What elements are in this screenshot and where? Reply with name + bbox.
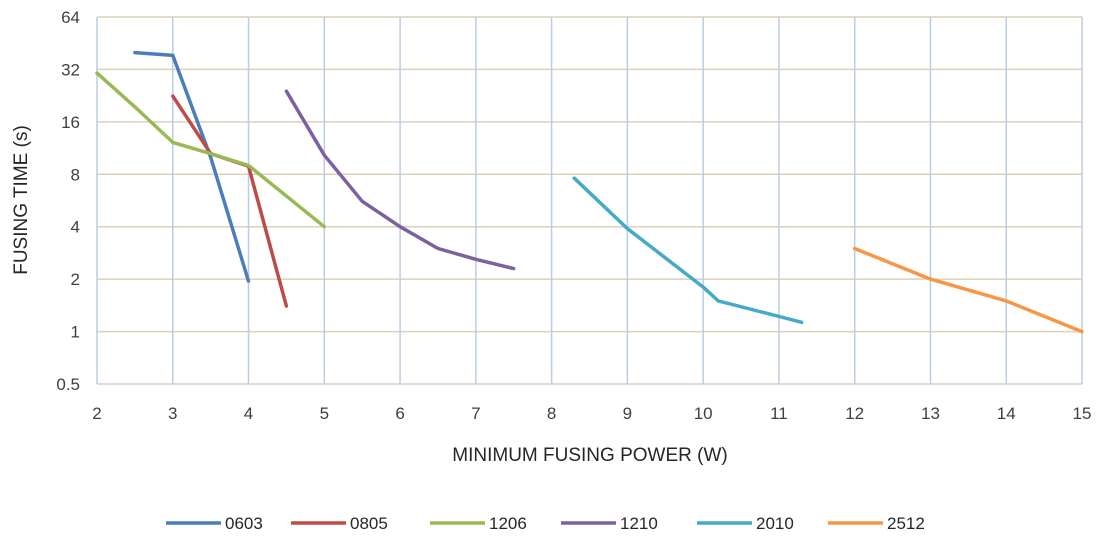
x-tick-label: 12 xyxy=(845,404,864,423)
x-tick-label: 3 xyxy=(168,404,177,423)
x-tick-label: 15 xyxy=(1073,404,1092,423)
legend-label: 2010 xyxy=(756,514,794,533)
legend: 0603 0805 1206 1210 2010 2512 xyxy=(166,514,925,533)
y-tick-label: 32 xyxy=(61,60,80,79)
grid xyxy=(96,16,1083,385)
x-axis-title: MINIMUM FUSING POWER (W) xyxy=(452,445,727,466)
x-tick-label: 6 xyxy=(395,404,404,423)
legend-item-2512: 2512 xyxy=(828,514,925,533)
x-tick-label: 8 xyxy=(547,404,556,423)
x-tick-label: 10 xyxy=(694,404,713,423)
x-tick-label: 2 xyxy=(92,404,101,423)
x-tick-label: 11 xyxy=(770,404,788,423)
series-line-2512 xyxy=(852,246,1084,334)
y-axis-title: FUSING TIME (s) xyxy=(11,125,32,275)
y-tick-label: 16 xyxy=(61,113,80,132)
legend-label: 2512 xyxy=(887,514,925,533)
series-lines xyxy=(95,50,1084,334)
legend-item-0805: 0805 xyxy=(291,514,388,533)
legend-label: 0805 xyxy=(350,514,388,533)
y-tick-labels: 0.5 1 2 4 8 16 32 64 xyxy=(56,8,80,394)
y-tick-label: 8 xyxy=(71,165,80,184)
x-tick-label: 9 xyxy=(623,404,632,423)
x-tick-label: 14 xyxy=(997,404,1016,423)
legend-item-1210: 1210 xyxy=(561,514,658,533)
x-tick-label: 5 xyxy=(320,404,329,423)
x-tick-label: 7 xyxy=(471,404,480,423)
legend-label: 1206 xyxy=(489,514,527,533)
series-line-1210 xyxy=(284,89,516,271)
series-line-0805 xyxy=(171,94,289,308)
legend-label: 1210 xyxy=(620,514,658,533)
y-tick-label: 1 xyxy=(71,323,80,342)
x-tick-labels: 2 3 4 5 6 7 8 9 10 11 12 13 14 15 xyxy=(92,404,1091,423)
x-tick-label: 13 xyxy=(921,404,940,423)
y-tick-label: 64 xyxy=(61,8,80,27)
legend-item-0603: 0603 xyxy=(166,514,263,533)
series-line-1206 xyxy=(95,71,327,229)
x-tick-label: 4 xyxy=(244,404,253,423)
legend-item-1206: 1206 xyxy=(430,514,527,533)
y-tick-label: 0.5 xyxy=(56,375,80,394)
series-line-0603 xyxy=(133,50,251,283)
legend-label: 0603 xyxy=(225,514,263,533)
y-tick-label: 2 xyxy=(71,270,80,289)
legend-item-2010: 2010 xyxy=(697,514,794,533)
series-line-2010 xyxy=(572,176,804,325)
y-tick-label: 4 xyxy=(71,218,80,237)
